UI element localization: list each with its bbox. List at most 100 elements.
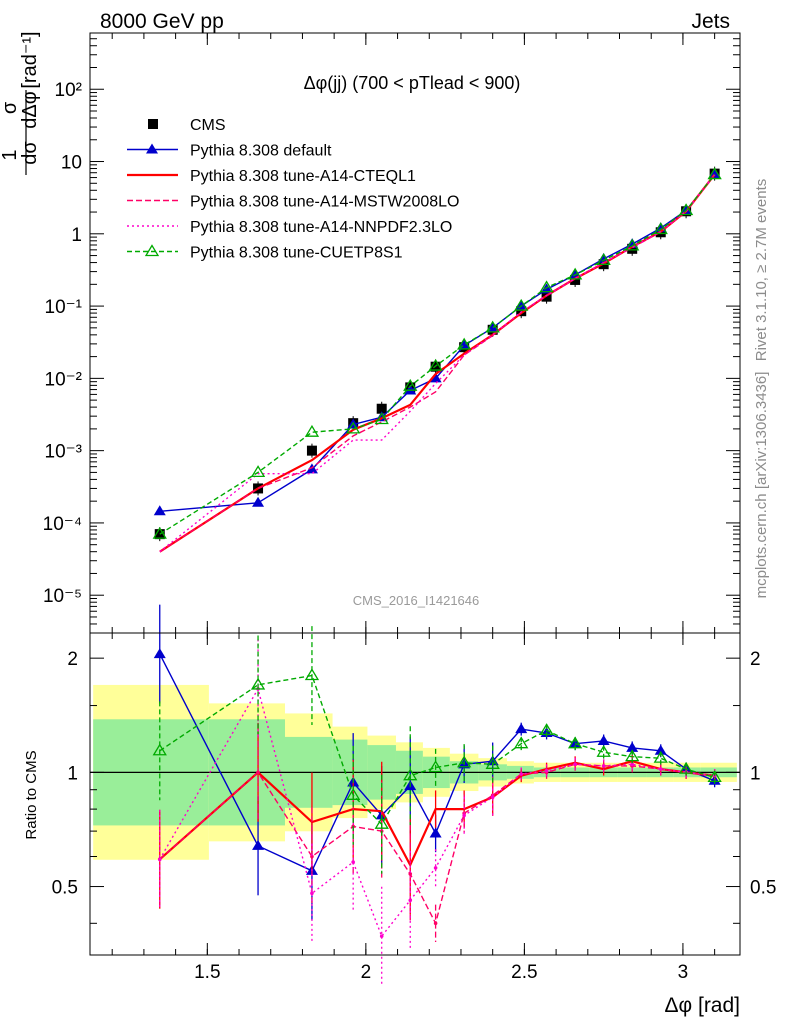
data-point	[304, 424, 320, 437]
data-point	[707, 167, 722, 180]
category-label: Jets	[691, 10, 730, 33]
data-point	[627, 243, 638, 254]
legend-entry: Pythia 8.308 default	[127, 143, 332, 160]
data-point	[304, 668, 320, 681]
data-point	[250, 677, 266, 690]
ratio-tick-label: 1	[67, 763, 78, 784]
legend-entry: Pythia 8.308 tune-A14-MSTW2008LO	[127, 194, 459, 211]
y-tick-label: 10⁻²	[45, 369, 83, 390]
data-point	[596, 253, 611, 265]
data-point	[379, 934, 384, 938]
legend-swatch	[148, 119, 158, 129]
series-line-main	[159, 174, 716, 553]
data-point	[374, 412, 389, 425]
legend-entry: CMS	[148, 117, 226, 134]
data-point	[403, 768, 418, 781]
data-point	[433, 921, 438, 926]
legend-label: Pythia 8.308 default	[190, 143, 332, 160]
data-point	[678, 761, 694, 774]
data-point	[708, 169, 721, 180]
x-axis-title: Δφ [rad]	[665, 994, 741, 1017]
data-point	[256, 770, 260, 775]
ratio-panel-frame	[89, 632, 741, 956]
data-point	[597, 734, 610, 745]
data-point	[252, 839, 265, 850]
data-point	[310, 854, 314, 859]
data-point	[658, 767, 663, 771]
series-1	[153, 169, 721, 921]
data-point	[157, 857, 162, 862]
main-panel-frame	[89, 32, 741, 634]
series-line-main	[159, 174, 716, 535]
data-point	[374, 816, 389, 829]
data-point	[346, 788, 361, 800]
ratio-tick-label-right: 0.5	[750, 878, 776, 899]
data-point	[544, 768, 549, 773]
data-point	[625, 238, 640, 251]
data-point	[403, 378, 418, 391]
y-tick-label: 10⁻⁵	[43, 586, 82, 607]
data-point	[601, 764, 606, 768]
x-tick-label: 1.5	[194, 962, 220, 983]
data-point	[153, 505, 166, 516]
y-tick-label: 1	[71, 225, 82, 246]
x-tick-label: 3	[678, 962, 689, 983]
data-point	[310, 891, 314, 896]
chart-title: Δφ(jj) (700 < pTlead < 900)	[304, 73, 521, 93]
data-point	[490, 795, 495, 800]
y-tick-label: 10⁻¹	[45, 297, 83, 318]
series-5	[152, 167, 722, 874]
data-point	[428, 760, 443, 773]
legend: CMS Pythia 8.308 default Pythia 8.308 tune…	[127, 117, 459, 262]
data-point	[596, 744, 611, 757]
data-point	[152, 526, 167, 539]
x-tick-label: 2.5	[511, 962, 537, 983]
series-line-ratio	[159, 763, 715, 926]
data-point	[630, 762, 634, 767]
series-4	[157, 174, 717, 986]
data-point	[404, 384, 417, 395]
data-point	[654, 744, 667, 755]
data-point	[625, 749, 640, 762]
data-point	[653, 222, 668, 235]
data-point	[678, 203, 694, 216]
svg-text:1: 1	[0, 149, 21, 160]
ratio-tick-label-right: 2	[750, 649, 761, 670]
data-point	[573, 762, 577, 767]
legend-label: Pythia 8.308 tune-CUETP8S1	[190, 245, 403, 262]
y-tick-label: 10²	[55, 80, 82, 101]
svg-text:[rad⁻¹]: [rad⁻¹]	[19, 31, 41, 88]
data-point	[153, 648, 166, 659]
data-point	[146, 143, 158, 154]
svg-text:dσ: dσ	[19, 141, 41, 165]
data-point	[408, 872, 413, 876]
data-point	[144, 244, 160, 257]
data-point	[626, 741, 639, 752]
data-point	[567, 267, 583, 280]
data-point	[514, 736, 529, 749]
legend-label: CMS	[190, 117, 226, 134]
data-point	[456, 337, 472, 350]
y-tick-label: 10⁻³	[45, 442, 83, 463]
data-point	[433, 866, 438, 870]
data-point	[707, 770, 722, 783]
data-point	[152, 743, 167, 756]
legend-label: Pythia 8.308 tune-A14-MSTW2008LO	[190, 194, 459, 211]
data-point	[539, 280, 554, 293]
rivet-version-label: Rivet 3.1.10, ≥ 2.7M events	[753, 179, 770, 362]
legend-entry: Pythia 8.308 tune-CUETP8S1	[127, 244, 403, 262]
mcplots-label: mcplots.cern.ch [arXiv:1306.3436]	[753, 372, 770, 599]
data-point	[653, 750, 668, 763]
ratio-tick-label-right: 1	[750, 763, 761, 784]
data-point	[456, 755, 472, 768]
data-point	[570, 274, 581, 285]
y-axis-title: 1 σ dσ dΔφ [rad⁻¹]	[0, 31, 41, 175]
data-point	[376, 403, 387, 414]
data-point	[306, 445, 317, 456]
data-point	[462, 813, 466, 818]
data-point	[346, 421, 361, 434]
x-tick-label: 2	[361, 962, 372, 983]
svg-text:dΔφ: dΔφ	[19, 91, 41, 128]
data-point	[514, 298, 529, 311]
